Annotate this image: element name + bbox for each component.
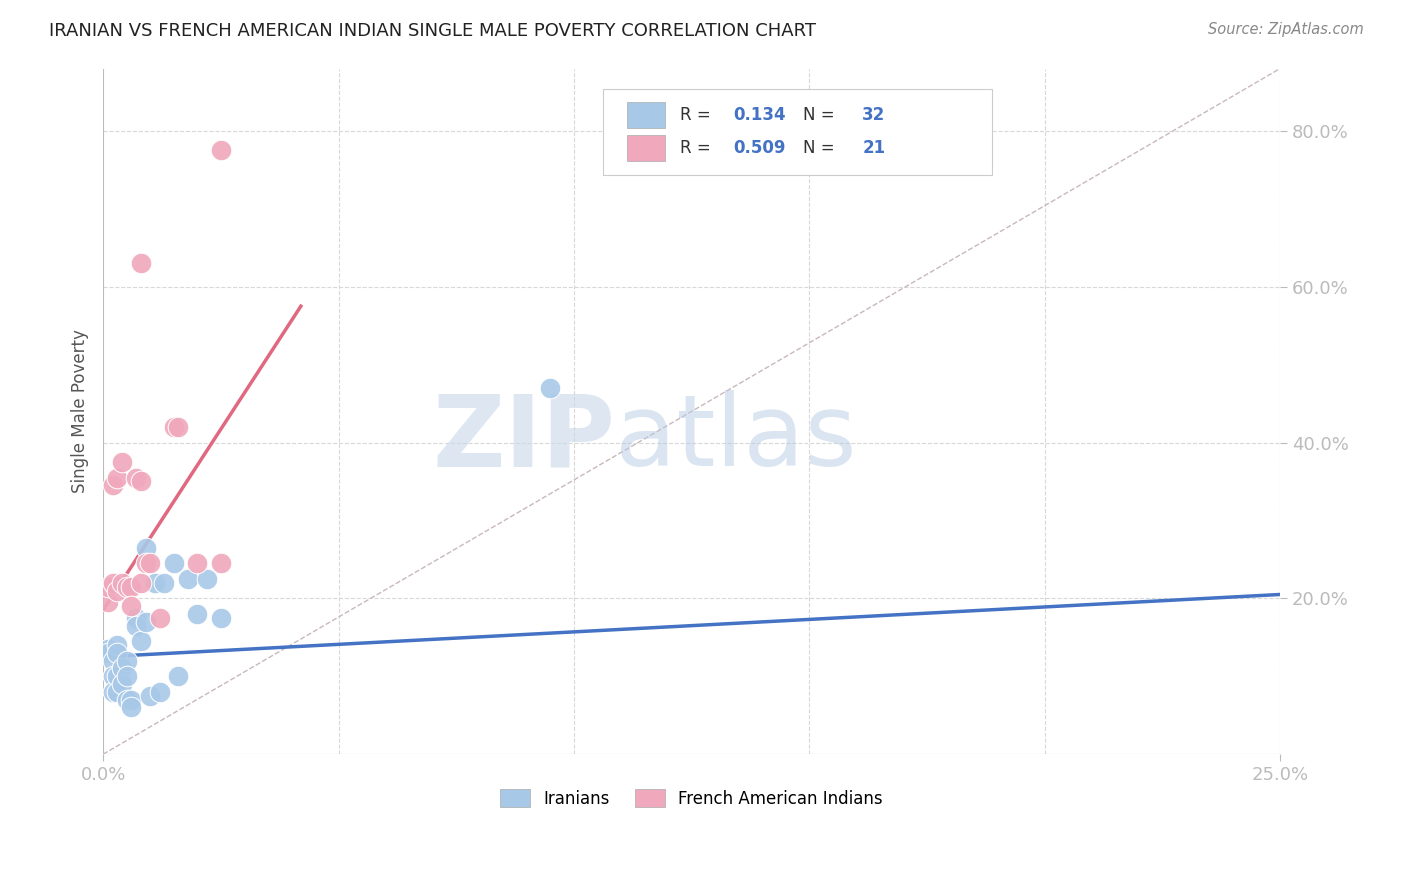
Point xyxy=(97,580,120,594)
Point xyxy=(115,580,138,594)
Point xyxy=(101,669,124,683)
Point xyxy=(163,557,186,571)
Point xyxy=(167,669,190,683)
Point xyxy=(125,470,148,484)
Point xyxy=(209,557,232,571)
Legend: Iranians, French American Indians: Iranians, French American Indians xyxy=(494,782,890,814)
Point xyxy=(139,689,162,703)
Point xyxy=(111,661,134,675)
Point xyxy=(111,575,134,590)
Point xyxy=(129,475,152,489)
Point xyxy=(134,557,156,571)
Point xyxy=(111,455,134,469)
Point xyxy=(105,638,128,652)
Point xyxy=(195,572,218,586)
Point xyxy=(209,611,232,625)
Point xyxy=(120,580,142,594)
Text: IRANIAN VS FRENCH AMERICAN INDIAN SINGLE MALE POVERTY CORRELATION CHART: IRANIAN VS FRENCH AMERICAN INDIAN SINGLE… xyxy=(49,22,817,40)
Text: Source: ZipAtlas.com: Source: ZipAtlas.com xyxy=(1208,22,1364,37)
Point xyxy=(105,669,128,683)
Point xyxy=(120,700,142,714)
Point xyxy=(101,685,124,699)
Point xyxy=(101,478,124,492)
Point xyxy=(115,654,138,668)
Point xyxy=(186,607,208,621)
Point xyxy=(120,599,142,614)
Text: R =: R = xyxy=(681,106,710,124)
Point xyxy=(538,381,561,395)
Text: R =: R = xyxy=(681,139,710,157)
FancyBboxPatch shape xyxy=(603,89,991,175)
Point xyxy=(101,654,124,668)
Point xyxy=(143,575,166,590)
Point xyxy=(115,692,138,706)
Text: 32: 32 xyxy=(862,106,886,124)
Point xyxy=(97,646,120,660)
Point xyxy=(134,615,156,629)
Point xyxy=(129,575,152,590)
Point xyxy=(149,611,172,625)
Text: N =: N = xyxy=(803,106,835,124)
Text: atlas: atlas xyxy=(616,391,856,487)
Point xyxy=(167,420,190,434)
FancyBboxPatch shape xyxy=(627,102,665,128)
Point xyxy=(105,646,128,660)
Text: 0.509: 0.509 xyxy=(733,139,786,157)
Text: 21: 21 xyxy=(862,139,886,157)
Point xyxy=(209,144,232,158)
FancyBboxPatch shape xyxy=(627,135,665,161)
Point xyxy=(134,541,156,555)
Point xyxy=(139,557,162,571)
Point xyxy=(97,595,120,609)
Point xyxy=(105,470,128,484)
Point xyxy=(111,677,134,691)
Point xyxy=(177,572,200,586)
Point xyxy=(115,669,138,683)
Point xyxy=(163,420,186,434)
Point xyxy=(149,685,172,699)
Point xyxy=(105,583,128,598)
Point xyxy=(125,611,148,625)
Point xyxy=(129,256,152,270)
Point xyxy=(186,557,208,571)
Text: 0.134: 0.134 xyxy=(733,106,786,124)
Point xyxy=(125,618,148,632)
Point xyxy=(153,575,176,590)
Point xyxy=(97,642,120,657)
Point xyxy=(129,634,152,648)
Point xyxy=(120,692,142,706)
Y-axis label: Single Male Poverty: Single Male Poverty xyxy=(72,329,89,493)
Point xyxy=(105,685,128,699)
Point xyxy=(101,575,124,590)
Text: ZIP: ZIP xyxy=(432,391,616,487)
Text: N =: N = xyxy=(803,139,835,157)
